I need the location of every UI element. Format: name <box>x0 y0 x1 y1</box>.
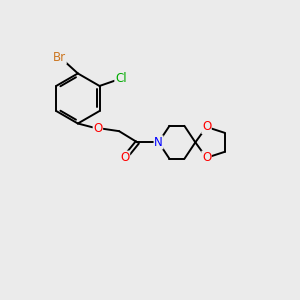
Text: O: O <box>202 151 211 164</box>
Text: O: O <box>120 151 130 164</box>
Text: O: O <box>202 120 211 134</box>
Text: Cl: Cl <box>115 72 127 85</box>
Text: N: N <box>154 136 163 149</box>
Text: O: O <box>93 122 103 135</box>
Text: Br: Br <box>53 51 66 64</box>
